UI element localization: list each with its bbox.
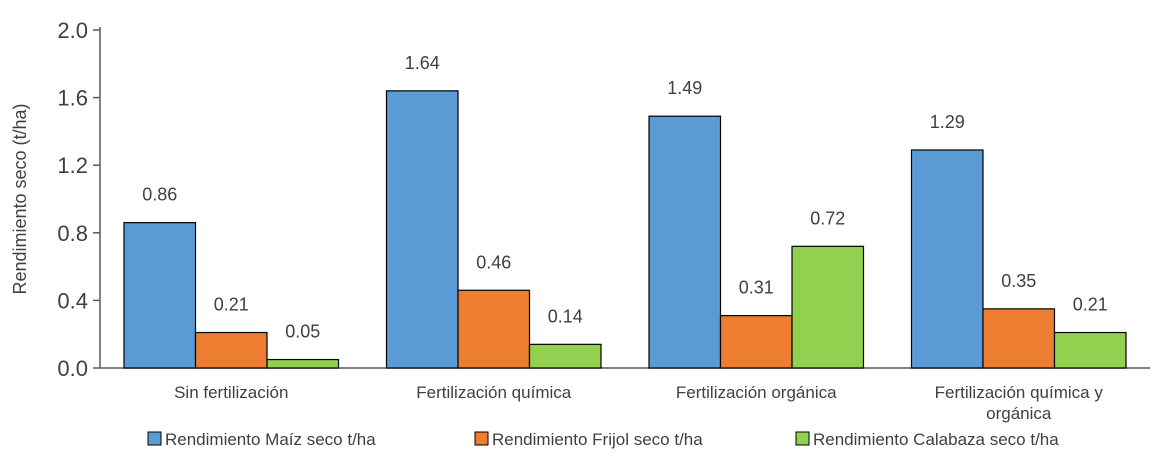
bar (385, 90, 459, 369)
bars (123, 90, 1127, 369)
bar (791, 245, 865, 369)
data-label: 0.21 (214, 295, 249, 315)
data-label: 0.21 (1073, 295, 1108, 315)
y-tick-label: 0.8 (57, 221, 88, 246)
legend-swatch (474, 431, 489, 446)
legend-label: Rendimiento Frijol seco t/ha (492, 430, 703, 449)
legend-swatch (795, 431, 810, 446)
data-label: 1.29 (930, 112, 965, 132)
category-label: Fertilización orgánica (676, 383, 837, 402)
data-label: 0.72 (810, 208, 845, 228)
legend: Rendimiento Maíz seco t/ha Rendimiento Fr… (147, 430, 1059, 449)
legend-swatch (147, 431, 162, 446)
category-label: orgánica (986, 404, 1052, 423)
legend-label: Rendimiento Maíz seco t/ha (165, 430, 376, 449)
data-label: 1.49 (667, 78, 702, 98)
bar (910, 149, 984, 369)
category-label: Fertilización química (416, 383, 571, 402)
y-tick-label: 1.2 (57, 153, 88, 178)
legend-label: Rendimiento Calabaza seco t/ha (813, 430, 1059, 449)
y-tick-label: 0.4 (57, 288, 88, 313)
bar (528, 343, 602, 369)
bar (719, 315, 793, 369)
y-axis-title: Rendimiento seco (t/ha) (10, 103, 30, 294)
bar (457, 289, 531, 369)
data-label: 0.05 (285, 322, 320, 342)
bar (982, 308, 1056, 369)
data-label: 0.35 (1001, 271, 1036, 291)
y-tick-label: 2.0 (57, 18, 88, 43)
bar (123, 222, 197, 369)
data-label: 0.46 (476, 252, 511, 272)
data-label: 1.64 (405, 53, 440, 73)
category-label: Sin fertilización (174, 383, 288, 402)
category-label: Fertilización química y (935, 383, 1104, 402)
axes: 0.0 0.4 0.8 1.2 1.6 2.0 Rendimiento seco (t/ha… (10, 18, 1150, 423)
y-tick-label: 0.0 (57, 356, 88, 381)
bar (1053, 331, 1127, 369)
bar (266, 358, 340, 369)
data-labels: 0.86 0.21 0.05 1.64 0.46 0.14 1.49 0.31 0.72 1.29… (142, 53, 1108, 342)
data-label: 0.14 (548, 306, 583, 326)
data-label: 0.86 (142, 185, 177, 205)
y-tick-label: 1.6 (57, 86, 88, 111)
data-label: 0.31 (739, 278, 774, 298)
bar (648, 115, 722, 369)
bar (194, 331, 268, 369)
